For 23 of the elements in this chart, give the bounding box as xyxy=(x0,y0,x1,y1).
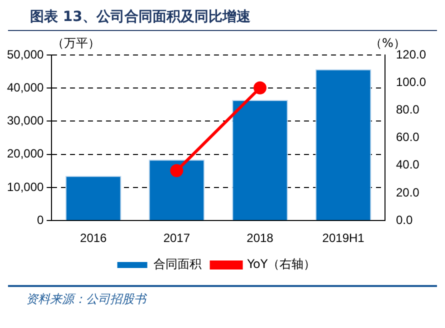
text: 资料来源：公司招股书 xyxy=(8,285,437,308)
y-tick-label: 10,000 xyxy=(7,180,44,194)
y2-tick-label: 80.0 xyxy=(396,102,420,117)
x-tick-label: 2019H1 xyxy=(322,231,365,246)
y2-axis-title: （%） xyxy=(370,35,406,50)
y-tick-label: 20,000 xyxy=(7,146,44,161)
x-tick-label: 2017 xyxy=(163,231,190,246)
y-tick-label: 0 xyxy=(37,212,44,227)
y-tick-label: 40,000 xyxy=(7,80,44,94)
y2-tick-label: 120.0 xyxy=(396,47,426,62)
y-axis-title: （万平） xyxy=(52,35,100,52)
y-tick-label: 50,000 xyxy=(7,47,44,62)
y2-tick-label: 100.0 xyxy=(396,74,426,89)
x-tick-label: 2016 xyxy=(80,231,108,246)
legend-label: 合同面积 xyxy=(153,257,202,272)
y-tick-label: 30,000 xyxy=(7,114,44,128)
y2-tick-label: 0.0 xyxy=(396,212,413,227)
y2-tick-label: 60.0 xyxy=(396,130,420,144)
x-tick-label: 2018 xyxy=(246,231,274,246)
chart-title: 图表 13、公司合同面积及同比增速 xyxy=(8,0,437,31)
y2-tick-label: 40.0 xyxy=(396,158,420,172)
y2-tick-label: 20.0 xyxy=(396,185,420,200)
legend-label: YoY（右轴） xyxy=(246,257,316,272)
